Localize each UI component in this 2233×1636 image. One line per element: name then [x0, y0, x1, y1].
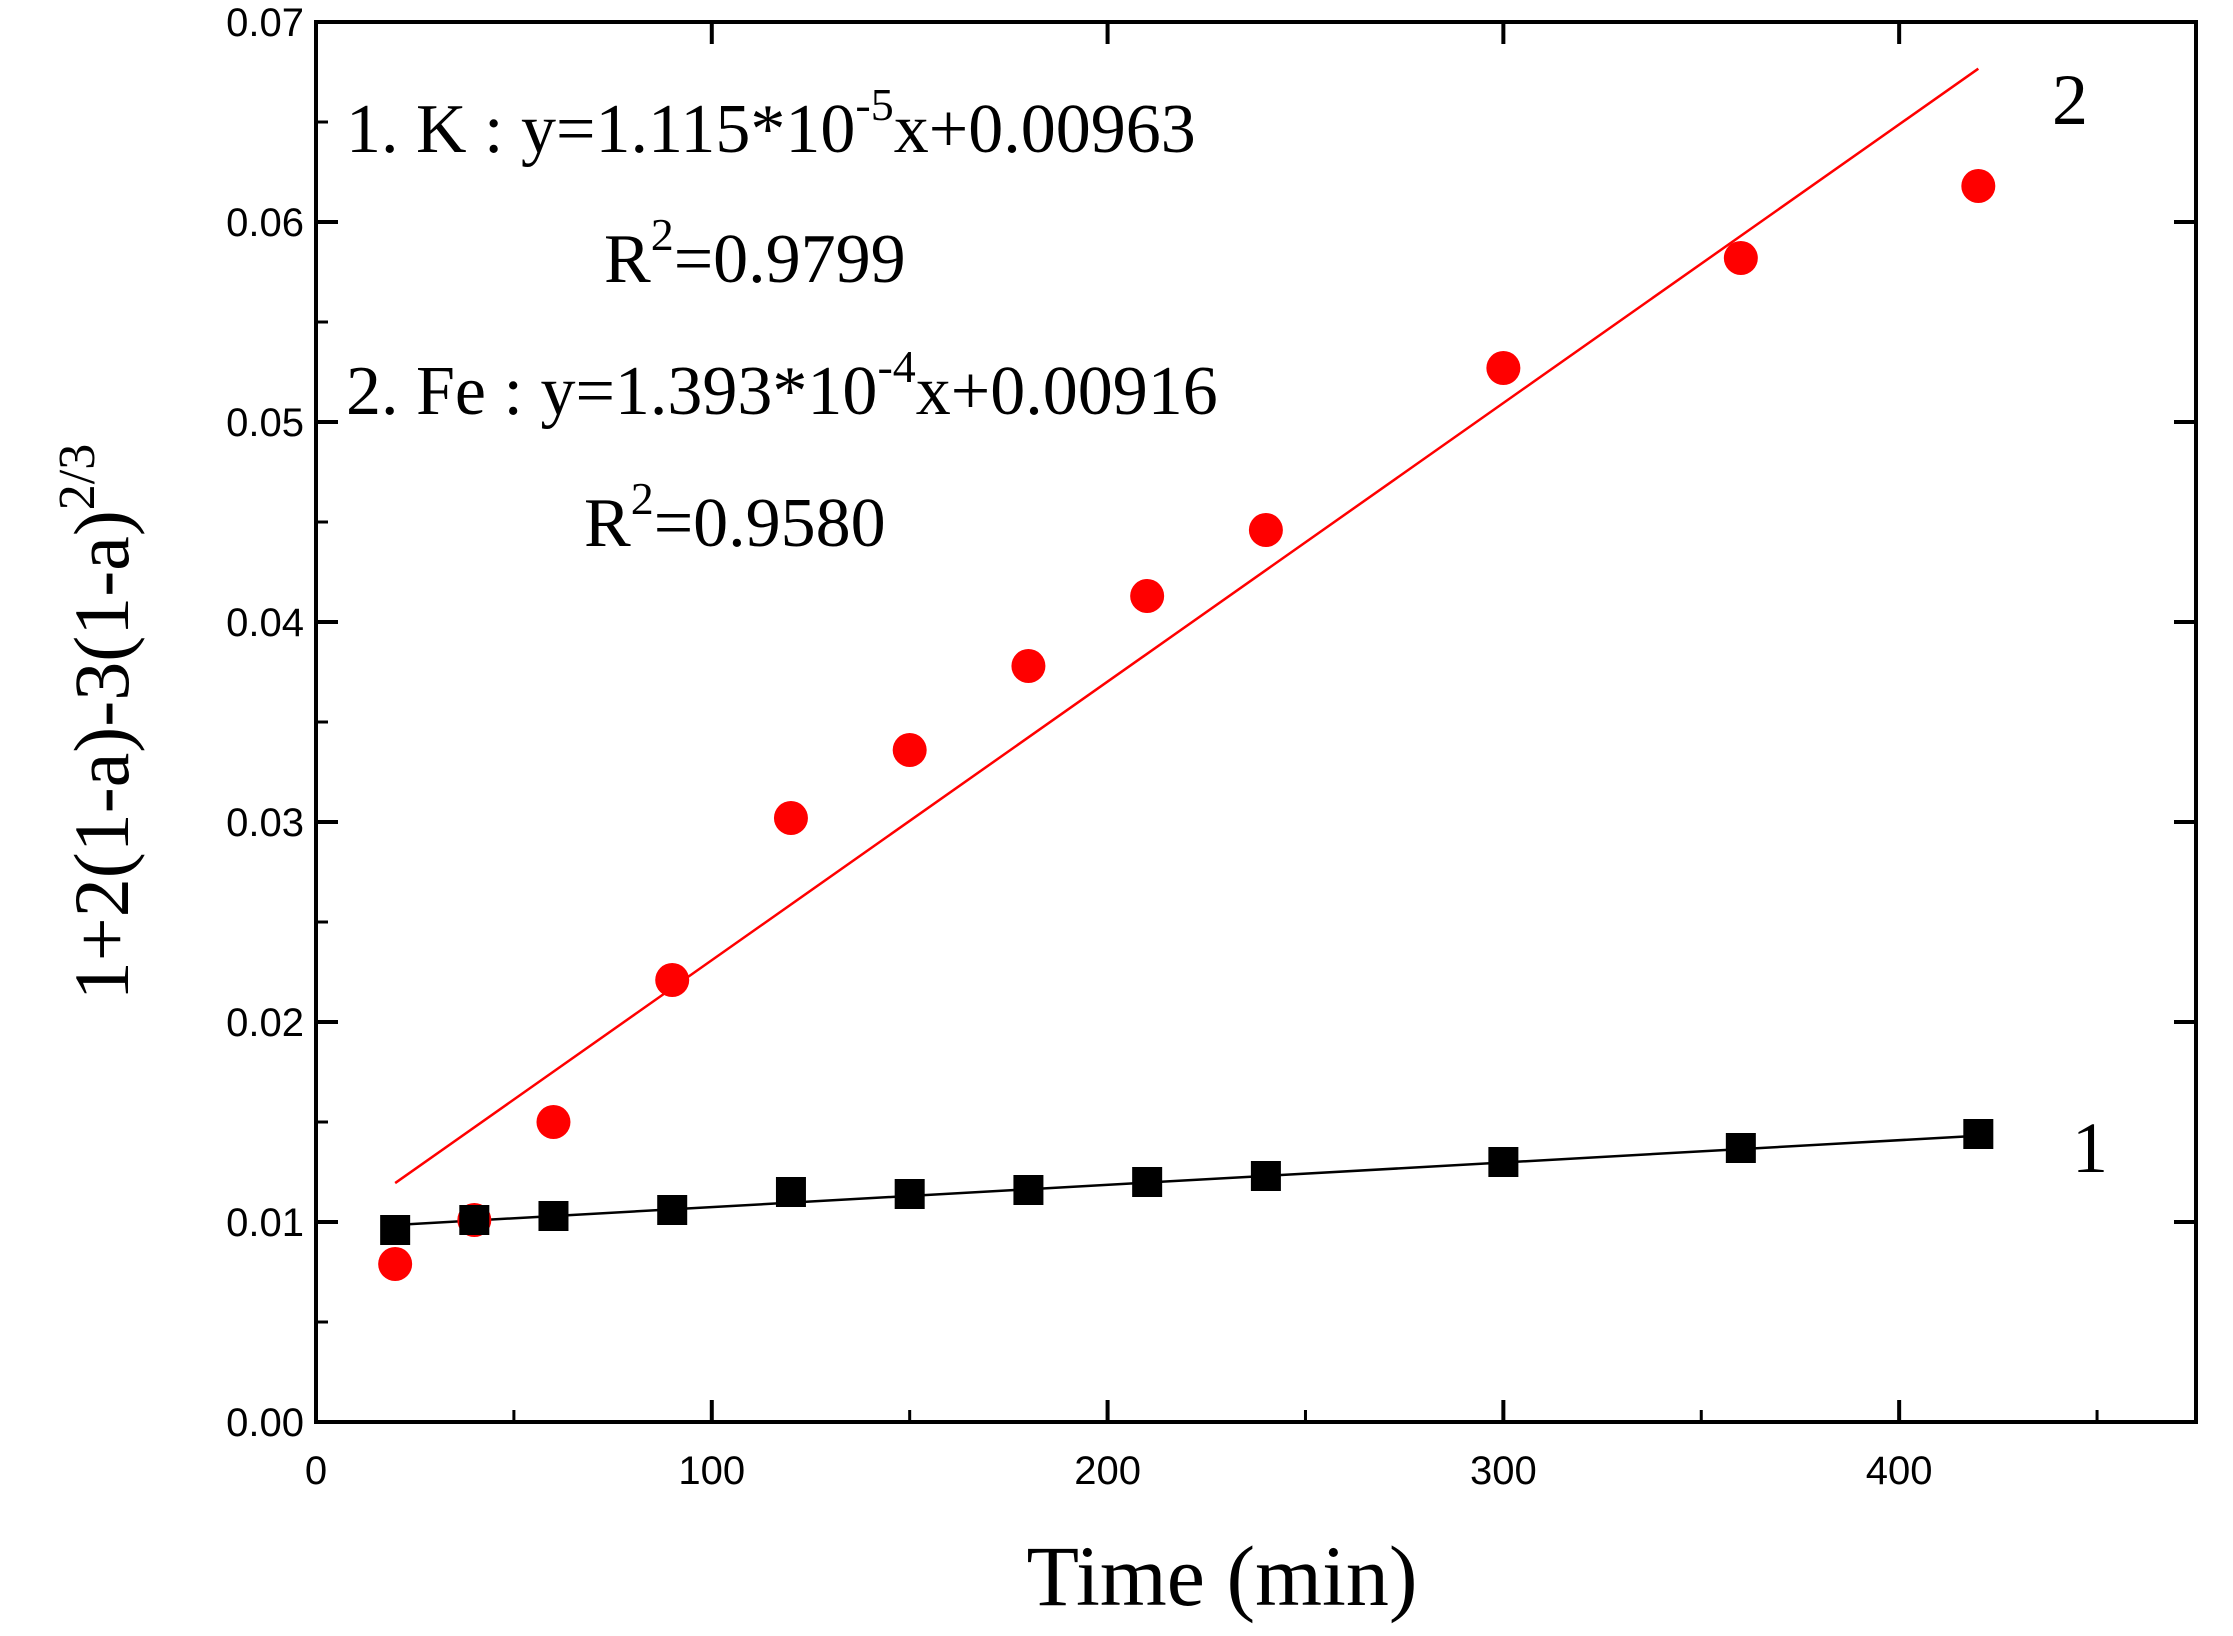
equation-k-prefix: 1. K : y=1.115*10 — [346, 91, 855, 168]
equation-fe: 2. Fe : y=1.393*10-4x+0.00916 — [346, 341, 1218, 430]
plot-frame — [314, 20, 2198, 1424]
r2-fe: R2=0.9580 — [584, 473, 886, 562]
point-fe — [655, 963, 690, 997]
point-k — [1725, 1133, 1756, 1163]
y-tick-label: 0.05 — [226, 401, 304, 445]
point-k — [657, 1195, 688, 1225]
y-axis-title-base: 1+2(1-a)-3(1-a) — [58, 510, 145, 1000]
point-k — [1250, 1161, 1281, 1191]
y-tick-label: 0.02 — [226, 1001, 304, 1045]
y-axis-ticks: 0.00 0.01 0.02 0.03 0.04 0.05 0.06 0.07 — [226, 1, 2196, 1445]
series-label-fe: 2 — [2052, 60, 2088, 140]
point-fe — [378, 1247, 413, 1281]
x-tick-label: 0 — [305, 1449, 327, 1493]
r2-k-value: =0.9799 — [674, 221, 906, 298]
r2-fe-exponent: 2 — [631, 473, 654, 524]
point-fe — [1248, 513, 1283, 547]
point-fe — [1486, 351, 1521, 385]
point-fe — [1723, 241, 1758, 275]
point-fe — [536, 1105, 571, 1139]
r2-fe-base: R — [584, 485, 631, 562]
y-tick-label: 0.04 — [226, 601, 304, 645]
point-k — [459, 1205, 490, 1235]
point-fe — [773, 801, 808, 835]
x-tick-label: 200 — [1074, 1449, 1141, 1493]
series-label-k: 1 — [2072, 1108, 2108, 1188]
data-markers — [378, 169, 1996, 1281]
equation-fe-prefix: 2. Fe : y=1.393*10 — [346, 353, 877, 430]
x-tick-label: 100 — [678, 1449, 745, 1493]
x-tick-label: 300 — [1470, 1449, 1537, 1493]
point-fe — [892, 733, 927, 767]
point-k — [894, 1179, 925, 1209]
y-tick-label: 0.06 — [226, 201, 304, 245]
point-fe — [1130, 579, 1165, 613]
y-axis-title: 1+2(1-a)-3(1-a)2/3 — [49, 444, 145, 1001]
y-axis-title-exponent: 2/3 — [49, 444, 106, 510]
equation-k-exponent: -5 — [855, 79, 893, 130]
point-k — [1963, 1119, 1994, 1149]
r2-k-exponent: 2 — [651, 209, 674, 260]
point-k — [1013, 1175, 1044, 1205]
point-fe — [1011, 649, 1046, 683]
equation-fe-suffix: x+0.00916 — [916, 353, 1218, 430]
y-tick-label: 0.00 — [226, 1401, 304, 1445]
equation-k: 1. K : y=1.115*10-5x+0.00963 — [346, 79, 1196, 168]
point-k — [538, 1201, 569, 1231]
x-axis-ticks: 0 100 200 300 400 — [305, 22, 2099, 1493]
point-fe — [1961, 169, 1996, 203]
point-k — [775, 1177, 806, 1207]
equation-fe-exponent: -4 — [877, 341, 915, 392]
point-k — [1488, 1147, 1519, 1177]
x-tick-label: 400 — [1866, 1449, 1933, 1493]
point-k — [380, 1215, 411, 1245]
y-tick-label: 0.03 — [226, 801, 304, 845]
r2-k-base: R — [604, 221, 651, 298]
y-tick-label: 0.01 — [226, 1201, 304, 1245]
r2-fe-value: =0.9580 — [654, 485, 886, 562]
x-axis-title: Time (min) — [1026, 1528, 1417, 1624]
point-k — [1132, 1167, 1163, 1197]
equation-k-suffix: x+0.00963 — [894, 91, 1196, 168]
y-tick-label: 0.07 — [226, 1, 304, 45]
fit-line-fe — [394, 67, 1980, 1185]
r2-k: R2=0.9799 — [604, 209, 906, 298]
